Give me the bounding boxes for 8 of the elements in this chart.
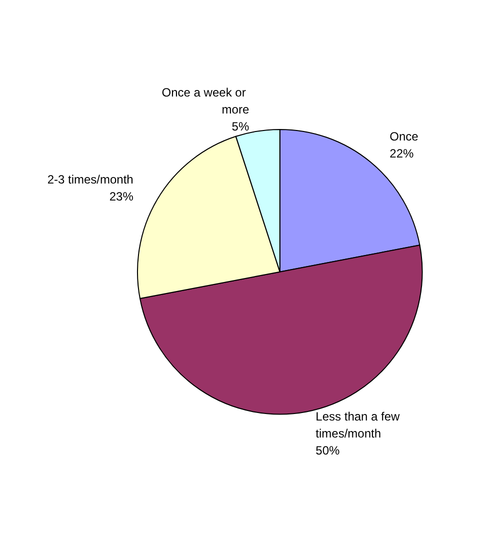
data-label: 22% — [390, 146, 414, 161]
slice-label: Once — [390, 130, 419, 144]
slice-label: Once a week or more — [162, 85, 250, 116]
data-label: 5% — [232, 119, 250, 134]
data-label: 50% — [316, 443, 340, 458]
slice-label: Less than a few times/month — [316, 409, 404, 440]
data-label: 23% — [109, 190, 134, 204]
slice-label: 2-3 times/month — [47, 172, 134, 187]
